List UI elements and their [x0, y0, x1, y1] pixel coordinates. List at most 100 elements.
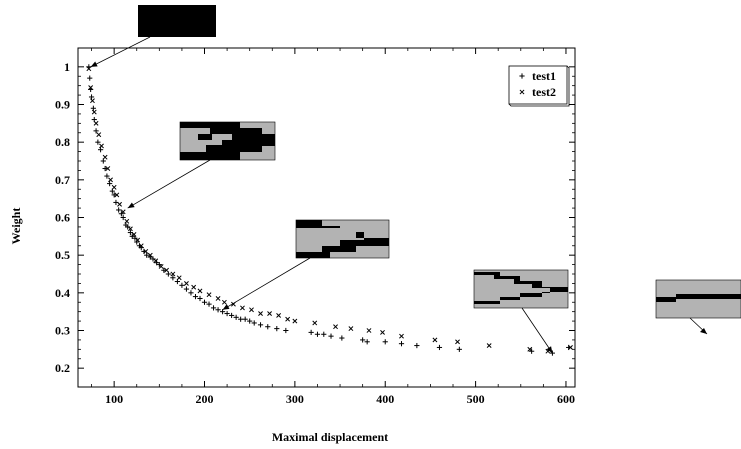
x-tick-label: 400: [376, 392, 394, 406]
data-point-test2: [276, 312, 282, 318]
data-point-test1: [170, 275, 176, 281]
data-point-test2: [147, 252, 153, 258]
data-point-test1: [233, 314, 239, 320]
series-layer: [86, 64, 573, 356]
data-point-test2: [164, 267, 169, 273]
data-point-test2: [292, 318, 298, 324]
data-point-test2: [455, 339, 460, 345]
data-point-test2: [366, 328, 372, 333]
inset-4: [473, 269, 569, 354]
data-point-test1: [364, 339, 370, 345]
data-point-test1: [414, 342, 420, 349]
data-point-test2: [184, 280, 189, 286]
data-point-test2: [93, 120, 99, 126]
x-tick-label: 100: [105, 392, 123, 406]
data-point-test1: [183, 286, 190, 292]
data-point-test2: [135, 237, 141, 243]
data-point-test1: [229, 312, 235, 319]
data-point-test2: [249, 307, 254, 313]
data-point-test1: [150, 256, 156, 262]
data-point-test2: [176, 275, 182, 281]
x-tick-label: 300: [286, 392, 304, 406]
data-point-test1: [215, 307, 221, 313]
y-tick-label: 1: [64, 60, 70, 74]
legend-label-test1: test1: [532, 69, 556, 83]
data-point-test1: [219, 309, 226, 315]
data-point-test2: [267, 311, 273, 316]
x-axis-title: Maximal displacement: [272, 430, 388, 444]
arrowhead: [90, 61, 98, 67]
y-tick-label: 0.8: [55, 135, 70, 149]
data-point-test2: [138, 243, 144, 249]
data-point-test1: [321, 331, 327, 337]
data-point-test2: [102, 154, 108, 160]
arrowhead: [127, 202, 135, 209]
y-tick-label: 0.7: [55, 173, 70, 187]
data-point-test1: [90, 105, 96, 111]
legend-marker-test2: [519, 89, 525, 95]
arrowhead: [222, 304, 230, 310]
data-point-test2: [131, 232, 137, 237]
data-point-test2: [285, 316, 291, 322]
data-point-test2: [312, 320, 318, 326]
x-tick-label: 600: [557, 392, 575, 406]
data-point-test1: [314, 331, 321, 337]
data-point-test1: [87, 75, 93, 81]
x-tick-label: 500: [467, 392, 485, 406]
data-point-test1: [161, 267, 167, 273]
data-point-test1: [111, 192, 117, 198]
y-tick-label: 0.3: [55, 324, 70, 338]
data-point-test1: [456, 346, 462, 352]
data-point-test1: [95, 139, 101, 145]
data-point-test1: [97, 147, 104, 153]
data-point-test2: [158, 264, 164, 269]
y-tick-label: 0.9: [55, 98, 70, 112]
data-point-test1: [436, 344, 443, 351]
data-point-test2: [206, 292, 212, 298]
data-point-test1: [206, 301, 212, 307]
data-point-test2: [105, 166, 111, 171]
data-point-test1: [132, 235, 138, 241]
data-point-test1: [257, 322, 264, 328]
data-point-test2: [568, 345, 573, 350]
inset-3: [222, 219, 390, 311]
legend-marker-icon: [519, 73, 525, 79]
data-point-test2: [153, 258, 159, 264]
data-point-test2: [215, 296, 221, 301]
data-point-test1: [134, 239, 140, 245]
data-point-test1: [242, 316, 248, 322]
data-point-test1: [382, 339, 388, 345]
data-point-test2: [91, 109, 97, 115]
data-point-test1: [104, 173, 110, 179]
data-point-test1: [251, 320, 257, 326]
y-axis-title: Weight: [9, 208, 23, 245]
data-point-test1: [192, 294, 199, 300]
data-point-test1: [247, 318, 253, 324]
data-point-test2: [240, 305, 245, 311]
data-point-test1: [210, 305, 217, 311]
data-point-test1: [308, 329, 314, 335]
data-point-test2: [117, 201, 123, 207]
data-point-test1: [93, 128, 99, 134]
data-point-test2: [191, 284, 197, 290]
data-point-test2: [114, 192, 120, 198]
data-point-test2: [527, 346, 533, 352]
legend: test1 test2: [508, 65, 570, 107]
data-point-test2: [170, 271, 176, 277]
data-point-test1: [116, 207, 122, 213]
data-point-test2: [197, 288, 203, 294]
plot-area: [77, 47, 576, 388]
y-tick-label: 0.6: [55, 211, 70, 225]
data-point-test2: [143, 248, 149, 254]
data-point-test1: [265, 324, 271, 330]
x-axis: 100 200 300 400 500 600: [91, 48, 575, 406]
data-point-test1: [274, 326, 280, 332]
inset-2: [127, 121, 276, 209]
data-point-test2: [108, 177, 113, 183]
data-point-test1: [179, 282, 185, 288]
legend-marker-test1: [519, 73, 525, 79]
data-point-test2: [111, 184, 117, 190]
data-point-test2: [99, 143, 104, 149]
data-point-test2: [432, 337, 438, 343]
